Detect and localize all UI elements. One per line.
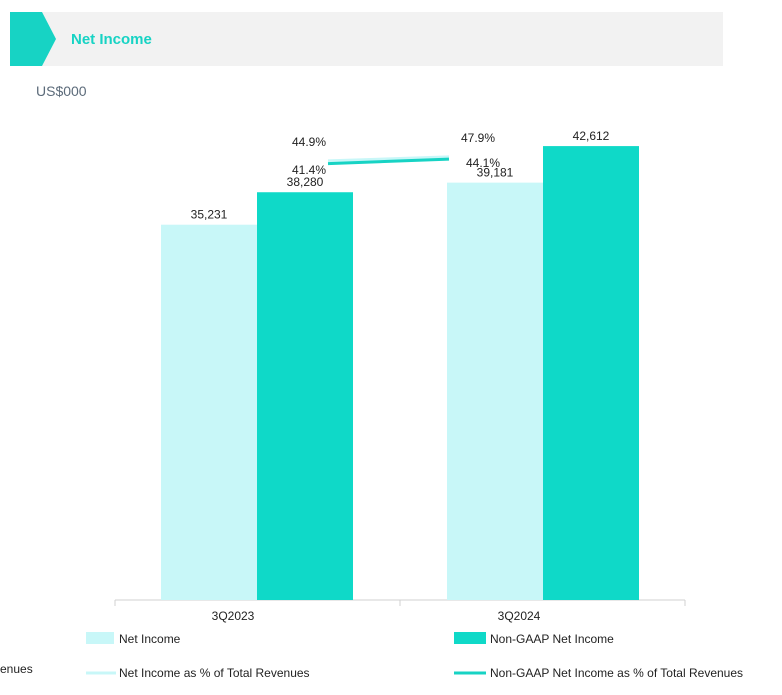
bar-net-income-3q2024	[447, 182, 543, 600]
pct-label: 47.9%	[461, 131, 495, 145]
unit-label: US$000	[36, 83, 87, 99]
legend-swatch-non-gaap	[454, 632, 486, 644]
bar-non-gaap-3q2023	[257, 192, 353, 600]
legend-label: Net Income	[119, 632, 181, 646]
bar-net-income-3q2023	[161, 224, 257, 600]
legend-label: Net Income as % of Total Revenues	[119, 666, 310, 680]
data-label: 39,181	[477, 166, 514, 180]
data-label: 42,612	[573, 129, 610, 143]
line-net-income-pct	[327, 155, 450, 163]
legend-label: Non-GAAP Net Income	[490, 632, 614, 646]
line-non-gaap-pct	[327, 157, 450, 166]
header-bar	[10, 12, 723, 66]
legend-label: Non-GAAP Net Income as % of Total Revenu…	[490, 666, 743, 680]
pct-label: 44.9%	[292, 135, 326, 149]
legend-swatch-net-income	[86, 632, 114, 644]
cut-off-text: enues	[0, 662, 33, 676]
pct-label: 44.1%	[466, 156, 500, 170]
category-label: 3Q2024	[498, 609, 541, 623]
page-title: Net Income	[71, 31, 152, 48]
bar-non-gaap-3q2024	[543, 146, 639, 600]
chevron-right-icon	[10, 12, 56, 66]
category-label: 3Q2023	[212, 609, 255, 623]
data-label: 35,231	[191, 208, 228, 222]
pct-label: 41.4%	[292, 163, 326, 177]
data-label: 38,280	[287, 175, 324, 189]
